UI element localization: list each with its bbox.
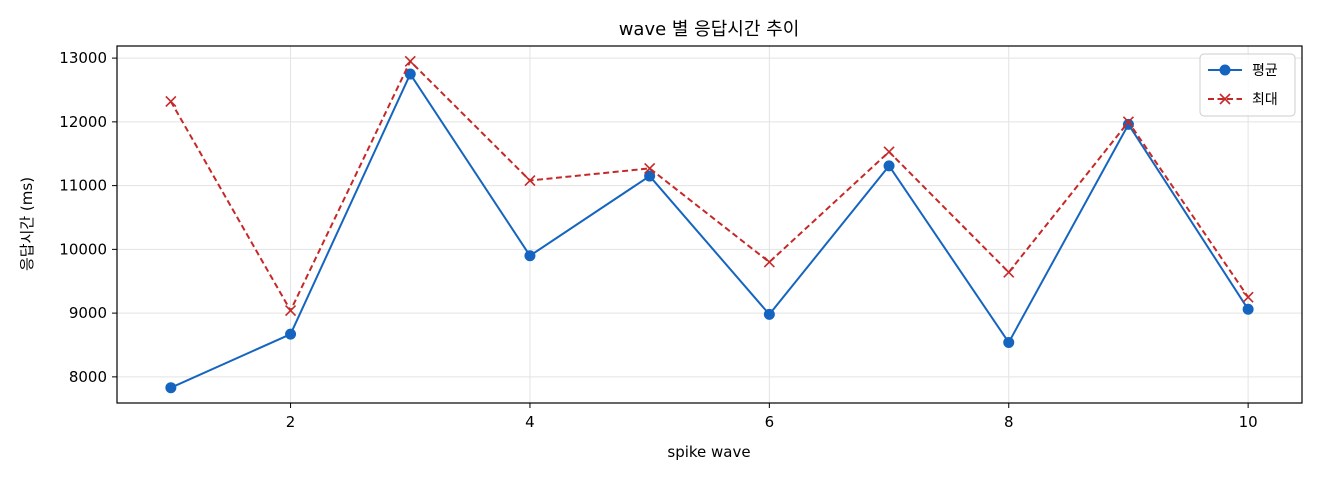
x-axis-label: spike wave bbox=[667, 443, 750, 461]
legend-marker bbox=[1219, 93, 1231, 105]
data-point bbox=[1003, 336, 1015, 348]
data-point bbox=[1242, 303, 1254, 315]
data-point bbox=[1003, 266, 1015, 278]
data-point bbox=[1122, 116, 1135, 128]
data-point bbox=[644, 162, 656, 174]
data-point bbox=[883, 160, 895, 172]
data-point bbox=[165, 95, 177, 108]
data-point bbox=[883, 146, 895, 158]
data-point bbox=[404, 68, 416, 80]
legend-item: 평균 bbox=[1208, 63, 1278, 79]
chart-title: wave 별 응답시간 추이 bbox=[619, 19, 800, 40]
data-point bbox=[524, 174, 536, 187]
y-tick-label: 11000 bbox=[59, 177, 107, 195]
x-tick-label: 4 bbox=[525, 413, 535, 431]
data-point bbox=[404, 55, 416, 67]
legend-box bbox=[1199, 53, 1296, 117]
y-axis-ticks: 8000 9000 10000 11000 12000 13000 bbox=[59, 49, 117, 386]
data-point bbox=[763, 308, 775, 320]
data-point bbox=[285, 328, 297, 340]
data-point bbox=[524, 250, 536, 262]
series-line bbox=[170, 73, 1249, 389]
legend-label: 평균 bbox=[1252, 63, 1278, 79]
y-tick-label: 8000 bbox=[69, 368, 107, 386]
y-tick-label: 12000 bbox=[59, 113, 107, 131]
series-maximum bbox=[165, 55, 1254, 317]
y-tick-label: 9000 bbox=[69, 304, 107, 322]
x-tick-label: 6 bbox=[765, 413, 775, 431]
data-point bbox=[644, 170, 656, 182]
x-tick-label: 10 bbox=[1239, 413, 1258, 431]
legend-item: 최대 bbox=[1208, 92, 1278, 108]
y-axis-label: 응답시간 (ms) bbox=[18, 177, 36, 271]
x-tick-label: 8 bbox=[1004, 413, 1014, 431]
series-average bbox=[165, 68, 1254, 394]
x-tick-label: 2 bbox=[286, 413, 296, 431]
y-tick-label: 13000 bbox=[59, 49, 107, 67]
x-axis-ticks: 2 4 6 8 10 bbox=[286, 403, 1258, 431]
data-point bbox=[763, 256, 775, 268]
grid bbox=[117, 46, 1302, 403]
legend-marker bbox=[1219, 64, 1231, 76]
data-point bbox=[284, 304, 297, 317]
y-tick-label: 10000 bbox=[59, 240, 107, 258]
data-point bbox=[1242, 291, 1254, 303]
series-line bbox=[169, 60, 1249, 312]
plot-frame bbox=[116, 45, 1303, 404]
legend-label: 최대 bbox=[1252, 92, 1278, 108]
data-point bbox=[165, 382, 177, 394]
data-point bbox=[1122, 118, 1134, 130]
series-layer bbox=[165, 55, 1254, 394]
